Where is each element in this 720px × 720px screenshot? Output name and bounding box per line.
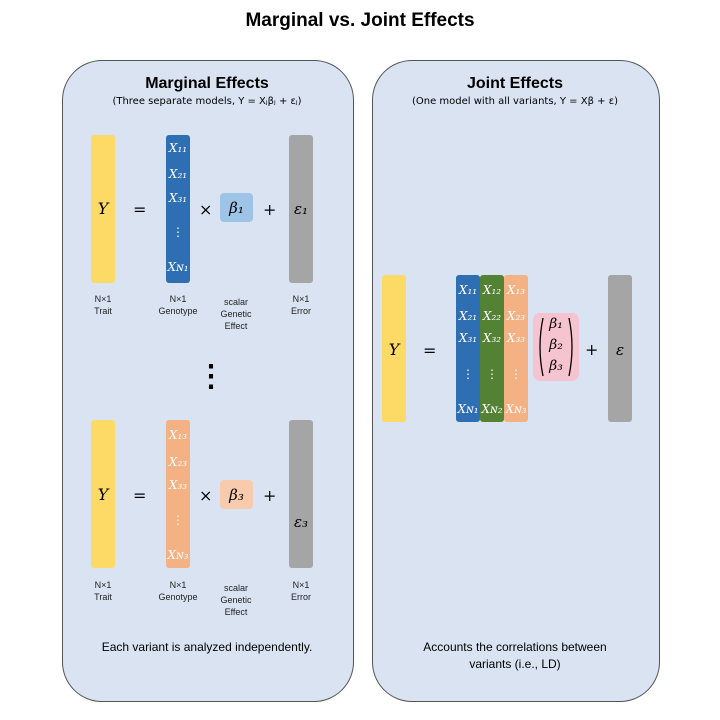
x-cell: Xɴ₁ — [167, 260, 189, 274]
joint-trait-y: Y — [388, 340, 400, 359]
joint-error: ε — [615, 341, 625, 359]
error-label-1: N×1 Error — [291, 294, 311, 316]
x-cell: X₃₁ — [458, 331, 478, 345]
times-sign-1: × — [199, 200, 213, 219]
x-cell: Xɴ₃ — [167, 548, 189, 562]
beta-vector-entry: β₃ — [549, 358, 563, 374]
models-ellipsis: ⋮ — [196, 360, 226, 393]
error-bar-3 — [289, 420, 313, 568]
x-cell: X₂₃ — [168, 455, 188, 469]
joint-genotype-col-2: X₁₂ X₂₂ X₃₂ ⋮ Xɴ₂ — [480, 275, 504, 422]
x-cell: X₃₃ — [168, 478, 188, 492]
effect-label-3: scalar Genetic Effect — [220, 583, 252, 617]
joint-subtitle: (One model with all variants, Y = Xβ + ε… — [411, 96, 619, 107]
right-paren-icon — [568, 317, 573, 377]
joint-error-bar — [608, 275, 632, 422]
joint-genotype-col-3: X₁₃ X₂₃ X₃₃ ⋮ Xɴ₃ — [504, 275, 528, 422]
beta-3: β₃ — [229, 486, 244, 504]
joint-footer-line-1: Accounts the correlations between — [423, 640, 607, 654]
figure-title: Marginal vs. Joint Effects — [245, 10, 475, 31]
x-cell: ⋮ — [486, 367, 498, 381]
beta-vector-entry: β₁ — [549, 316, 563, 332]
x-cell: ⋮ — [462, 367, 474, 381]
x-cell: X₁₁ — [458, 283, 478, 297]
effect-label-1: scalar Genetic Effect — [220, 297, 252, 331]
genotype-label-3: N×1 Genotype — [158, 580, 198, 602]
x-cell: ⋮ — [510, 367, 522, 381]
x-cell: X₁₁ — [168, 141, 188, 155]
beta-box-1 — [220, 193, 253, 222]
beta-1: β₁ — [229, 199, 244, 217]
genotype-bar-1: X₁₁ X₂₁ X₃₁ ⋮ Xɴ₁ — [166, 135, 190, 283]
x-cell: X₃₂ — [482, 331, 502, 345]
beta-vector-entry: β₂ — [549, 337, 563, 353]
equals-sign-1: = — [133, 200, 147, 219]
x-cell: ⋮ — [172, 225, 184, 239]
beta-box-3 — [220, 480, 253, 509]
x-cell: X₃₃ — [506, 331, 526, 345]
x-cell: X₁₃ — [506, 283, 526, 297]
x-cell: X₂₃ — [506, 309, 526, 323]
x-cell: Xɴ₂ — [481, 402, 503, 416]
trait-y-1: Y — [97, 199, 109, 218]
trait-label-3: N×1 Trait — [94, 580, 112, 602]
plus-sign-3: + — [263, 486, 277, 505]
x-cell: X₂₁ — [168, 167, 188, 181]
joint-footer-line-2: variants (i.e., LD) — [469, 657, 561, 671]
error-bar-1 — [289, 135, 313, 283]
trait-bar-1 — [91, 135, 115, 283]
marginal-subtitle: (Three separate models, Y = Xⱼβⱼ + εⱼ) — [112, 96, 302, 107]
error-label-3: N×1 Error — [291, 580, 311, 602]
times-sign-3: × — [199, 486, 213, 505]
x-cell: X₁₂ — [482, 283, 502, 297]
joint-plus-sign: + — [585, 340, 599, 359]
trait-label-1: N×1 Trait — [94, 294, 112, 316]
joint-trait-bar — [382, 275, 406, 422]
trait-y-3: Y — [97, 485, 109, 504]
left-paren-icon — [539, 317, 544, 377]
x-cell: X₂₁ — [458, 309, 478, 323]
x-cell: Xɴ₃ — [505, 402, 527, 416]
error-3: ε₃ — [293, 513, 309, 531]
genotype-label-1: N×1 Genotype — [158, 294, 198, 316]
genotype-bar-3: X₁₃ X₂₃ X₃₃ ⋮ Xɴ₃ — [166, 420, 190, 568]
beta-vector-box: β₁ β₂ β₃ — [533, 313, 579, 381]
x-cell: Xɴ₁ — [457, 402, 479, 416]
joint-equals-sign: = — [423, 341, 437, 360]
x-cell: X₃₁ — [168, 191, 188, 205]
trait-bar-3 — [91, 420, 115, 568]
x-cell: ⋮ — [172, 513, 184, 527]
joint-genotype-col-1: X₁₁ X₂₁ X₃₁ ⋮ Xɴ₁ — [456, 275, 480, 422]
joint-title: Joint Effects — [466, 75, 563, 92]
x-cell: X₂₂ — [482, 309, 502, 323]
plus-sign-1: + — [263, 200, 277, 219]
x-cell: X₁₃ — [168, 428, 188, 442]
marginal-footer: Each variant is analyzed independently. — [101, 640, 313, 654]
error-1: ε₁ — [293, 200, 309, 218]
marginal-title: Marginal Effects — [145, 75, 269, 92]
equals-sign-3: = — [133, 486, 147, 505]
